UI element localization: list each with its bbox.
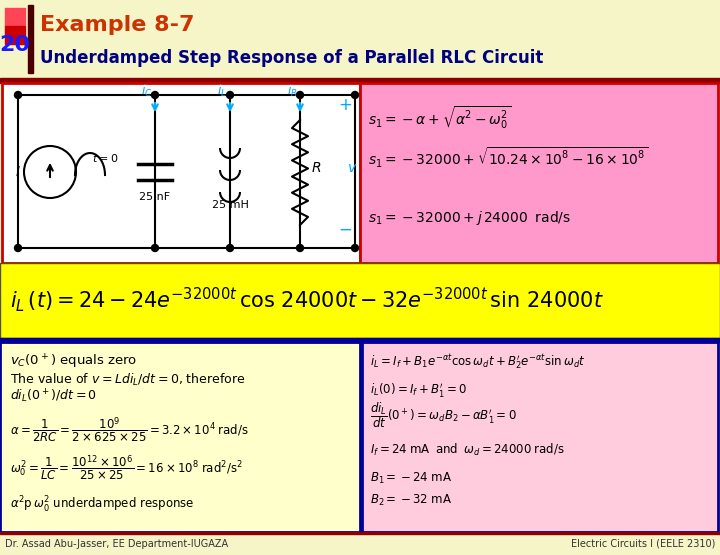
Text: $i_L\,(t) = 24 - 24e^{-32000t}\,\cos\,24000t - 32e^{-32000t}\,\sin\,24000t$: $i_L\,(t) = 24 - 24e^{-32000t}\,\cos\,24… — [10, 286, 604, 314]
Bar — [360, 83, 718, 263]
Text: $v_C(0^+)$ equals zero: $v_C(0^+)$ equals zero — [10, 353, 138, 371]
Text: $B_1 = -24\;\mathrm{mA}$: $B_1 = -24\;\mathrm{mA}$ — [370, 471, 452, 486]
Text: $I_f = 24 \;\mathrm{mA}\;\;\mathrm{and}\;\;\omega_d = 24000\;\mathrm{rad/s}$: $I_f = 24 \;\mathrm{mA}\;\;\mathrm{and}\… — [370, 442, 565, 458]
Text: $s_1 = -32000 + j\,24000 \;\; \mathrm{rad/s}$: $s_1 = -32000 + j\,24000 \;\; \mathrm{ra… — [368, 209, 571, 227]
Text: Underdamped Step Response of a Parallel RLC Circuit: Underdamped Step Response of a Parallel … — [40, 49, 544, 67]
Text: $\omega_0^2 = \dfrac{1}{LC} = \dfrac{10^{12}\times10^6}{25\times25} = 16\times10: $\omega_0^2 = \dfrac{1}{LC} = \dfrac{10^… — [10, 453, 243, 483]
Text: I: I — [16, 165, 20, 179]
Text: $i_L = I_f + B_1 e^{-\alpha t}\cos\omega_d t + B_2^\prime e^{-\alpha t}\sin\omeg: $i_L = I_f + B_1 e^{-\alpha t}\cos\omega… — [370, 352, 585, 371]
Text: The value of $v=Ldi_L/dt=0$, therefore: The value of $v=Ldi_L/dt=0$, therefore — [10, 372, 246, 388]
Text: $i_L$: $i_L$ — [217, 83, 227, 99]
Circle shape — [151, 92, 158, 98]
Circle shape — [227, 92, 233, 98]
Text: 20: 20 — [0, 35, 30, 55]
Text: $i_C$: $i_C$ — [141, 83, 153, 99]
Text: $s_1 = -32000 + \sqrt{10.24\times10^8 - 16\times10^8}$: $s_1 = -32000 + \sqrt{10.24\times10^8 - … — [368, 146, 648, 170]
Text: $\dfrac{di_L}{dt}(0^+) = \omega_d B_2 - \alpha B_1^\prime = 0$: $\dfrac{di_L}{dt}(0^+) = \omega_d B_2 - … — [370, 400, 517, 430]
Circle shape — [297, 92, 304, 98]
Circle shape — [14, 245, 22, 251]
Bar — [0, 338, 720, 342]
Circle shape — [297, 245, 304, 251]
Text: $i_L(0) = I_f + B_1^\prime = 0$: $i_L(0) = I_f + B_1^\prime = 0$ — [370, 381, 467, 399]
Text: $i_R$: $i_R$ — [287, 83, 297, 99]
Text: +: + — [338, 96, 352, 114]
Text: $v$: $v$ — [347, 161, 357, 175]
Text: $t = 0$: $t = 0$ — [92, 152, 118, 164]
Bar — [362, 342, 718, 532]
Circle shape — [151, 245, 158, 251]
Text: −: − — [338, 221, 352, 239]
Text: Dr. Assad Abu-Jasser, EE Department-IUGAZA: Dr. Assad Abu-Jasser, EE Department-IUGA… — [5, 539, 228, 549]
Text: 25 nF: 25 nF — [140, 192, 171, 202]
Bar — [28, 5, 33, 73]
Circle shape — [351, 92, 359, 98]
Bar — [0, 263, 720, 338]
Text: Electric Circuits I (EELE 2310): Electric Circuits I (EELE 2310) — [571, 539, 715, 549]
Bar — [0, 78, 720, 83]
Text: $di_L(0^+)/dt=0$: $di_L(0^+)/dt=0$ — [10, 387, 97, 405]
Bar — [5, 26, 25, 44]
Bar — [2, 83, 360, 263]
Text: 25 mH: 25 mH — [212, 200, 248, 210]
Text: R: R — [312, 161, 322, 175]
Text: $\alpha = \dfrac{1}{2RC} = \dfrac{10^9}{2\times625\times25} = 3.2\times10^4 \;\m: $\alpha = \dfrac{1}{2RC} = \dfrac{10^9}{… — [10, 415, 249, 445]
Circle shape — [351, 245, 359, 251]
Bar — [5, 8, 25, 26]
Circle shape — [227, 245, 233, 251]
Bar — [0, 342, 360, 532]
Bar — [0, 532, 720, 534]
Text: Example 8-7: Example 8-7 — [40, 15, 194, 35]
Text: $s_1 = -\alpha + \sqrt{\alpha^2 - \omega_0^2}$: $s_1 = -\alpha + \sqrt{\alpha^2 - \omega… — [368, 105, 511, 131]
Circle shape — [14, 92, 22, 98]
Text: $B_2 = -32\;\mathrm{mA}$: $B_2 = -32\;\mathrm{mA}$ — [370, 492, 452, 508]
Text: $\alpha^2 \mathrm{p}\, \omega_0^2$ underdamped response: $\alpha^2 \mathrm{p}\, \omega_0^2$ under… — [10, 495, 194, 515]
